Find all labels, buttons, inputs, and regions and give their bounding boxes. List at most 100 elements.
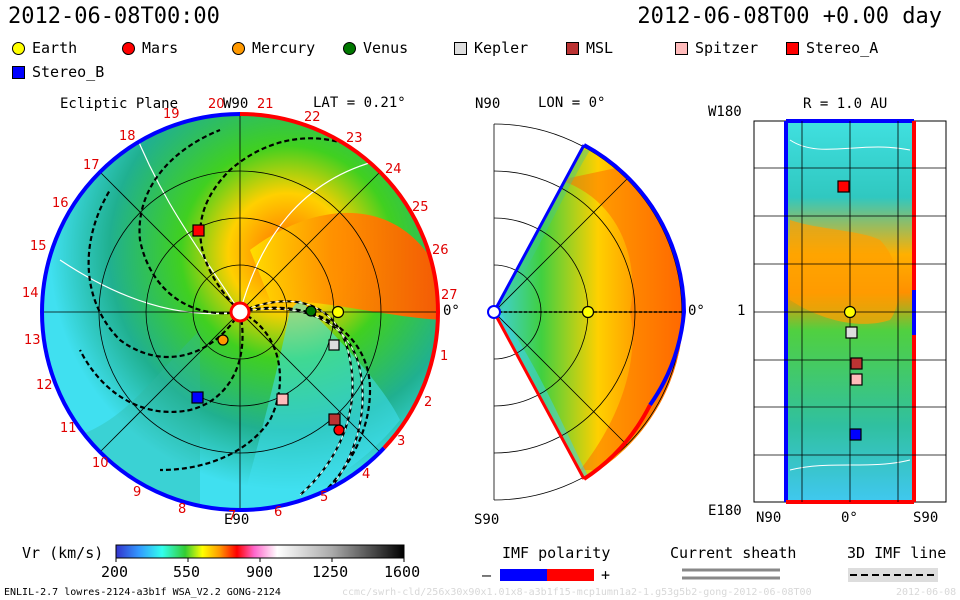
- rotation-label: 12: [36, 378, 53, 393]
- colorbar-tick: 1600: [384, 563, 421, 581]
- elapsed-time: 2012-06-08T00 +0.00 day: [637, 4, 942, 29]
- meridional-zero-label: 0°: [688, 303, 705, 319]
- msl-position-icon: [328, 413, 341, 426]
- spitzer-position-icon: [276, 393, 289, 406]
- kepler-radial-icon: [845, 326, 858, 339]
- rotation-label: 22: [304, 110, 321, 125]
- run-info-watermark: ccmc/swrh-cld/256x30x90x1.01x8-a3b1f15-m…: [342, 587, 812, 598]
- current-sheath-sample: [682, 568, 780, 580]
- radius-label: R = 1.0 AU: [803, 96, 888, 112]
- legend-item-venus: Venus: [343, 39, 408, 57]
- kepler-marker-icon: [454, 41, 467, 55]
- stereo-b-radial-icon: [849, 428, 862, 441]
- model-info: ENLIL-2.7 lowres-2124-a3b1f WSA_V2.2 GON…: [4, 587, 281, 598]
- legend-label: Stereo_A: [806, 39, 879, 57]
- rotation-label: 25: [412, 200, 429, 215]
- ecliptic-plane-title: Ecliptic Plane: [60, 96, 179, 112]
- w180-label: W180: [708, 104, 742, 120]
- rotation-label: 17: [83, 158, 100, 173]
- earth-position-icon: [331, 305, 345, 319]
- colorbar-tick: 900: [246, 563, 274, 581]
- radial-n90-label: N90: [756, 510, 782, 526]
- spitzer-radial-icon: [850, 373, 863, 386]
- msl-radial-icon: [850, 357, 863, 370]
- ecliptic-plane-plot: [39, 112, 441, 513]
- rotation-label: 10: [92, 456, 109, 471]
- legend-item-mercury: Mercury: [232, 39, 315, 57]
- imf-line-title: 3D IMF line: [847, 544, 947, 562]
- radial-map-plot: [753, 119, 947, 504]
- colorbar-tick: 200: [101, 563, 129, 581]
- rotation-label: 3: [397, 434, 406, 449]
- stereo-a-marker-icon: [786, 41, 799, 55]
- imf-polarity-bar: [500, 569, 594, 581]
- rotation-label: 13: [24, 333, 41, 348]
- earth-radial-icon: [843, 305, 857, 319]
- rotation-label: 8: [178, 502, 187, 517]
- run-date-watermark: 2012-06-08: [896, 587, 957, 598]
- latitude-label: LAT = 0.21°: [313, 95, 406, 111]
- mars-position-icon: [192, 224, 205, 237]
- imf-polarity-title: IMF polarity: [502, 544, 611, 562]
- radial-zero-label: 0°: [841, 510, 858, 526]
- rotation-label: 19: [163, 107, 180, 122]
- rotation-label: 9: [133, 485, 142, 500]
- spitzer-marker-icon: [675, 41, 688, 55]
- venus-position-icon: [305, 305, 317, 317]
- rotation-label: 26: [432, 243, 449, 258]
- rotation-label: 20: [208, 97, 225, 112]
- longitude-label: LON = 0°: [538, 95, 606, 111]
- stereo-b-marker-icon: [12, 65, 25, 79]
- rotation-label: 21: [257, 97, 274, 112]
- rotation-label: 18: [119, 129, 136, 144]
- rotation-label: 14: [22, 286, 39, 301]
- legend-label: Spitzer: [695, 39, 759, 57]
- stereo-a-position-icon: [333, 424, 345, 436]
- colorbar-tick: 550: [173, 563, 201, 581]
- mars-radial-icon: [837, 180, 850, 193]
- legend-label: Stereo_B: [32, 63, 105, 81]
- ecliptic-zero-label: 0°: [443, 303, 460, 319]
- mercury-marker-icon: [232, 41, 245, 55]
- mercury-position-icon: [217, 334, 229, 346]
- e180-label: E180: [708, 503, 742, 519]
- legend-item-spitzer: Spitzer: [675, 39, 758, 57]
- current-sheath-title: Current sheath: [670, 544, 797, 562]
- rotation-label: 15: [30, 239, 47, 254]
- stereo-b-position-icon: [191, 391, 204, 404]
- rotation-label: 11: [60, 421, 77, 436]
- rotation-label: 24: [385, 162, 402, 177]
- meridional-plane-plot: [487, 123, 687, 501]
- rotation-label: 7: [228, 509, 237, 524]
- legend-label: MSL: [586, 39, 614, 57]
- legend-item-kepler: Kepler: [454, 39, 528, 57]
- velocity-colorbar: [115, 544, 405, 562]
- legend-label: Mars: [142, 39, 179, 57]
- rotation-label: 6: [274, 505, 283, 520]
- rotation-label: 1: [440, 349, 449, 364]
- imf-minus-label: –: [482, 566, 492, 584]
- colorbar-tick: 1250: [312, 563, 349, 581]
- legend-label: Earth: [32, 39, 78, 57]
- legend-item-mars: Mars: [122, 39, 178, 57]
- legend-label: Venus: [363, 39, 409, 57]
- rotation-label: 23: [346, 131, 363, 146]
- radial-center-label: 1: [737, 303, 746, 319]
- rotation-label: 5: [320, 490, 329, 505]
- mars-marker-icon: [122, 41, 135, 55]
- legend-label: Kepler: [474, 39, 529, 57]
- imf-line-sample: [848, 568, 938, 582]
- s90-label: S90: [474, 512, 500, 528]
- earth-marker-icon: [12, 41, 25, 55]
- msl-marker-icon: [566, 41, 579, 55]
- legend-label: Mercury: [252, 39, 316, 57]
- colorbar-title: Vr (km/s): [22, 544, 104, 562]
- imf-plus-label: +: [601, 566, 611, 584]
- sun-marker-icon: [229, 301, 251, 323]
- legend-item-stereo-a: Stereo_A: [786, 39, 878, 57]
- w90-label: W90: [223, 96, 249, 112]
- legend-item-stereo-b: Stereo_B: [12, 63, 104, 81]
- e90-label: E90: [224, 512, 250, 528]
- n90-label: N90: [475, 96, 501, 112]
